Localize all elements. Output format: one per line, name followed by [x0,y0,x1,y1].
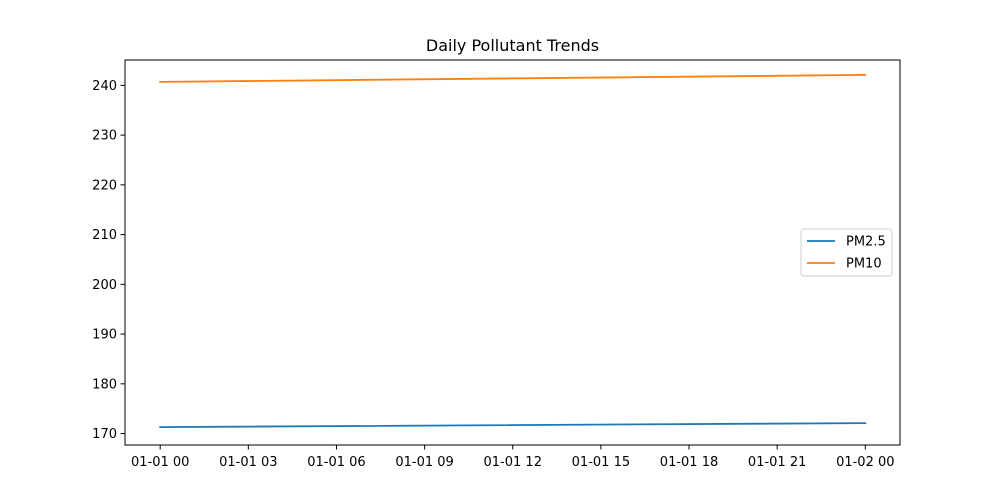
y-tick-label: 220 [92,178,117,193]
x-tick-label: 01-01 18 [660,455,718,470]
y-tick-label: 200 [92,278,117,293]
x-tick-label: 01-01 21 [748,455,806,470]
y-tick-label: 170 [92,427,117,442]
x-tick-label: 01-02 00 [836,455,894,470]
series-line-pm2-5 [159,422,867,429]
x-tick-label: 01-01 03 [219,455,277,470]
plot-frame [124,59,901,446]
y-tick-label: 180 [92,377,117,392]
chart-title: Daily Pollutant Trends [426,36,599,55]
x-tick-label: 01-01 12 [484,455,542,470]
y-tick-label: 210 [92,228,117,243]
x-tick-label: 01-01 09 [395,455,453,470]
y-tick-label: 230 [92,129,117,144]
legend-label: PM2.5 [846,235,886,250]
series-line-pm10 [159,73,867,83]
y-tick-label: 190 [92,328,117,343]
legend-label: PM10 [846,257,882,272]
x-tick-label: 01-01 00 [131,455,189,470]
plot-area: 01-01 00 01-01 03 01-01 06 01-01 09 01-01 12… [92,59,901,470]
x-tick-label: 01-01 15 [572,455,630,470]
y-tick-label: 240 [92,79,117,94]
x-tick-label: 01-01 06 [307,455,365,470]
